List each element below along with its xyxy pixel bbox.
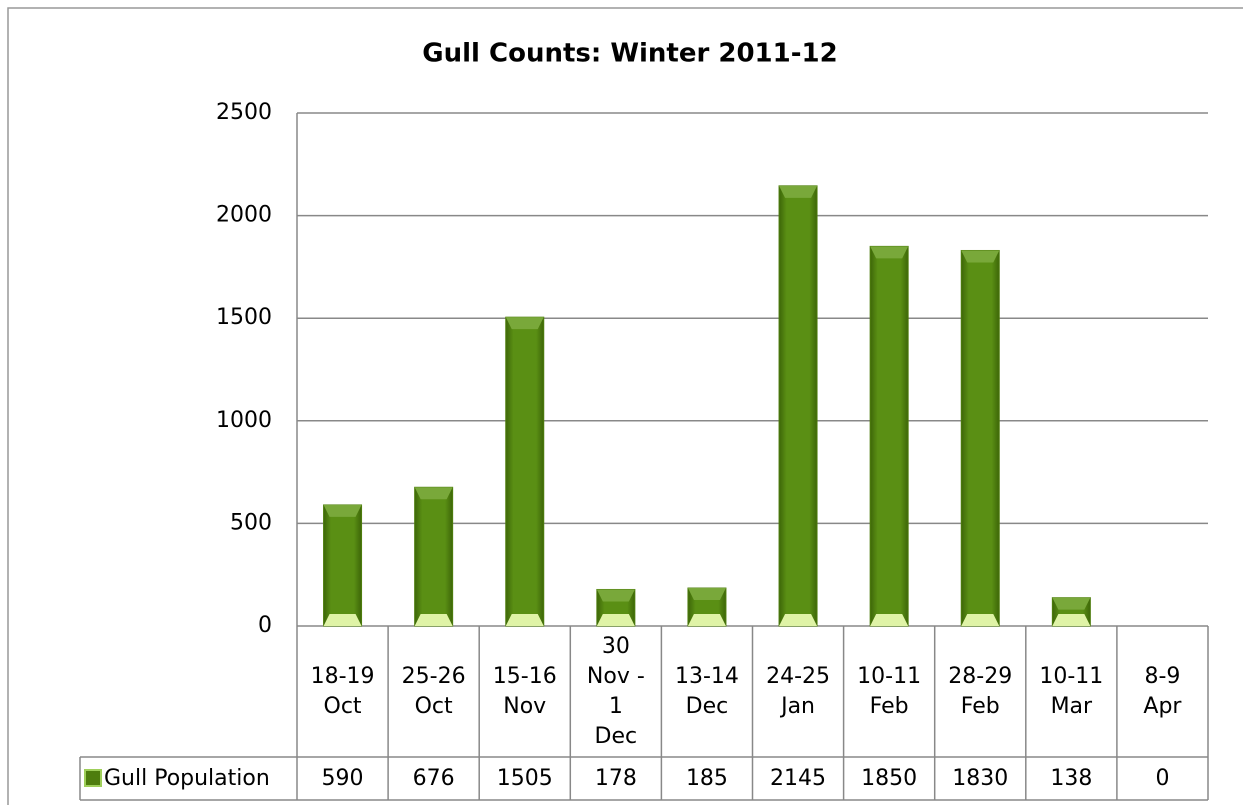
x-tick-label: 28-29 Feb [948, 663, 1013, 719]
bar-group [960, 249, 1000, 627]
bar-bevel [596, 589, 635, 602]
bar-bevel [1052, 614, 1091, 626]
bar [414, 486, 454, 627]
y-tick-label: 500 [230, 510, 272, 535]
bar-bevel [505, 614, 544, 626]
bar-bevel [779, 185, 818, 198]
table-value: 185 [685, 765, 728, 791]
bar-bevel [870, 246, 909, 259]
y-tick-label: 1000 [216, 408, 272, 433]
bar-bevel [505, 317, 544, 330]
bar [505, 316, 545, 627]
bar-group [323, 504, 363, 627]
bar-group [687, 587, 727, 627]
chart-border [7, 7, 1243, 805]
table-value: 1850 [861, 765, 918, 791]
table-value: 676 [412, 765, 455, 791]
table-value: 0 [1155, 765, 1170, 791]
bar-group [596, 588, 636, 627]
bar-bevel [323, 614, 362, 626]
bar [323, 504, 363, 627]
bar-bevel [961, 250, 1000, 263]
chart-title: Gull Counts: Winter 2011-12 [422, 39, 837, 69]
bar [869, 245, 909, 627]
bar-bevel [596, 614, 635, 626]
bar-group [414, 486, 454, 627]
y-tick-label: 0 [258, 613, 272, 638]
bar-bevel [687, 588, 726, 601]
legend-key [84, 769, 102, 787]
y-tick-label: 2500 [216, 100, 272, 125]
bar-bevel [779, 614, 818, 626]
x-tick-label: 24-25 Jan [766, 663, 831, 719]
x-tick-label: 25-26 Oct [401, 663, 466, 719]
bar-bevel [870, 614, 909, 626]
bar-bevel [1052, 597, 1091, 610]
x-tick-label: 13-14 Dec [674, 663, 739, 719]
bar-group [1051, 597, 1091, 627]
table-value: 590 [321, 765, 364, 791]
table-value: 178 [594, 765, 637, 791]
table-value: 1830 [952, 765, 1009, 791]
x-tick-label: 8-9 Apr [1143, 663, 1182, 719]
table-value: 138 [1050, 765, 1093, 791]
bar-group [869, 245, 909, 627]
y-tick-label: 2000 [216, 203, 272, 228]
y-tick-label: 1500 [216, 305, 272, 330]
bar [778, 185, 818, 627]
bar [960, 249, 1000, 627]
bar-group [778, 185, 818, 627]
x-tick-label: 15-16 Nov [492, 663, 557, 719]
x-tick-label: 10-11 Mar [1039, 663, 1104, 719]
table-value: 2145 [770, 765, 827, 791]
x-tick-label: 30 Nov - 1 Dec [586, 633, 645, 749]
bar-bevel [687, 614, 726, 626]
table-value: 1505 [496, 765, 553, 791]
legend-label: Gull Population [104, 765, 270, 791]
x-tick-label: 10-11 Feb [857, 663, 922, 719]
bar-bevel [323, 504, 362, 517]
bar-bevel [414, 614, 453, 626]
bar-group [505, 316, 545, 627]
bar-bevel [414, 487, 453, 500]
bar-bevel [961, 614, 1000, 626]
x-tick-label: 18-19 Oct [310, 663, 375, 719]
